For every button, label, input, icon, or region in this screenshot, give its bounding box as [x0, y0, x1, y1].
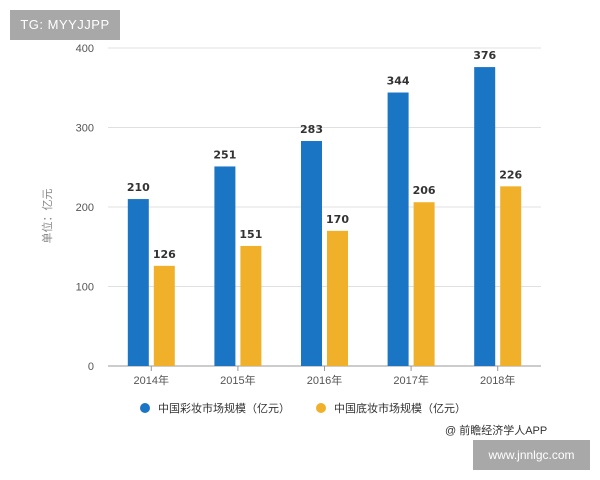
data-label: 251	[213, 148, 236, 161]
bar	[301, 141, 322, 366]
data-label: 344	[387, 75, 410, 88]
source-credit: @ 前瞻经济学人APP	[445, 425, 548, 437]
bar	[500, 186, 522, 366]
data-label: 126	[153, 248, 176, 261]
bar	[327, 230, 348, 366]
y-tick-label: 400	[76, 43, 94, 55]
tag-badge: TG: MYYJJPP	[10, 10, 120, 40]
bar	[153, 265, 175, 366]
data-label: 210	[127, 181, 150, 194]
data-label: 170	[326, 213, 349, 226]
chart-legend: 中国彩妆市场规模（亿元） 中国底妆市场规模（亿元）	[140, 400, 492, 416]
data-label: 151	[239, 228, 262, 241]
bar	[240, 245, 262, 366]
url-badge: www.jnnlgc.com	[473, 440, 590, 470]
legend-label: 中国底妆市场规模（亿元）	[334, 403, 466, 415]
legend-dot-icon	[140, 403, 150, 413]
x-tick-label: 2015年	[220, 373, 255, 387]
x-tick-label: 2016年	[307, 373, 342, 387]
bar	[127, 199, 149, 366]
x-tick-label: 2018年	[480, 373, 515, 387]
data-label: 283	[300, 123, 323, 136]
data-label: 226	[499, 168, 522, 181]
bar	[387, 92, 409, 367]
bar	[214, 166, 236, 366]
bar-chart: 0 100 200 300 400 2014年 210 126 2015年 251 151 2016年…	[76, 43, 541, 387]
bar	[474, 67, 496, 366]
bar	[413, 202, 435, 366]
y-axis-label: 单位：亿元	[42, 188, 54, 244]
legend-item-series1[interactable]: 中国彩妆市场规模（亿元）	[140, 400, 290, 416]
x-tick-label: 2017年	[393, 373, 428, 387]
x-tick-label: 2014年	[134, 373, 169, 387]
y-tick-label: 0	[88, 361, 94, 373]
legend-item-series2[interactable]: 中国底妆市场规模（亿元）	[316, 400, 466, 416]
y-tick-label: 100	[76, 282, 94, 294]
legend-label: 中国彩妆市场规模（亿元）	[158, 403, 290, 415]
y-tick-label: 300	[76, 123, 94, 135]
legend-dot-icon	[316, 403, 326, 413]
data-label: 376	[473, 49, 496, 62]
y-tick-label: 200	[76, 202, 94, 214]
data-label: 206	[413, 184, 436, 197]
